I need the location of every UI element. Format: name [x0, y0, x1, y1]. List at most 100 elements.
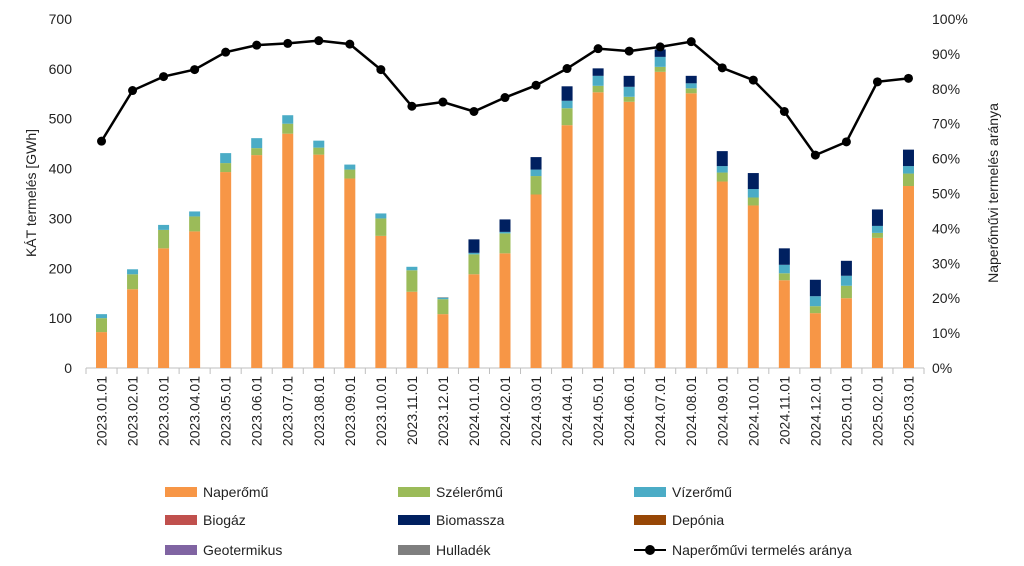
- y-tick-right: 40%: [932, 220, 960, 236]
- ratio-point: [841, 137, 851, 147]
- bar-segment: [530, 157, 542, 170]
- y-tick-left: 100: [49, 310, 73, 326]
- ratio-point: [717, 63, 727, 73]
- bar-segment: [468, 274, 480, 368]
- bar-segment: [251, 155, 263, 368]
- bar-segment: [871, 209, 883, 226]
- bar-segment: [530, 169, 542, 177]
- bar-segment: [592, 92, 604, 368]
- bar-segment: [437, 297, 449, 300]
- bar-segment: [96, 314, 108, 319]
- x-tick-label: 2023.10.01: [373, 376, 389, 446]
- bar-segment: [809, 313, 821, 368]
- bar-segment: [127, 289, 139, 368]
- ratio-point: [562, 64, 572, 74]
- legend: Naperőmű Szélerőmű Vízerőmű Biogáz Biomassza…: [0, 470, 1024, 566]
- x-tick-label: 2023.05.01: [218, 376, 234, 446]
- bar-segment: [499, 233, 511, 254]
- bar-segment: [220, 163, 232, 173]
- bar-segment: [96, 318, 108, 333]
- x-tick-label: 2025.01.01: [838, 376, 854, 446]
- bar-segment: [778, 280, 790, 368]
- bar-segment: [654, 66, 666, 72]
- y-axis-label-left: KÁT termelés [GWh]: [23, 129, 39, 257]
- bar-segment: [282, 123, 294, 134]
- x-tick-label: 2023.01.01: [94, 376, 110, 446]
- legend-swatch: [165, 487, 197, 497]
- bar-segment: [189, 216, 201, 232]
- bar-segment: [499, 253, 511, 368]
- legend-swatch: [634, 515, 666, 525]
- ratio-point: [593, 44, 603, 54]
- bar-segment: [561, 108, 573, 126]
- x-tick-label: 2024.01.01: [466, 376, 482, 446]
- ratio-point: [779, 106, 789, 116]
- bar-segment: [251, 148, 263, 156]
- bar-segment: [747, 173, 759, 190]
- ratio-point: [190, 65, 200, 75]
- ratio-point: [655, 42, 665, 52]
- y-tick-right: 10%: [932, 325, 960, 341]
- legend-swatch: [634, 487, 666, 497]
- bar-segment: [685, 88, 697, 94]
- ratio-point: [376, 65, 386, 75]
- ratio-point: [128, 86, 138, 96]
- bar-segment: [623, 96, 635, 102]
- bar-segment: [158, 229, 170, 249]
- y-tick-left: 400: [49, 161, 73, 177]
- bar-segment: [840, 275, 852, 286]
- legend-swatch: [165, 515, 197, 525]
- bar-segment: [716, 151, 728, 167]
- ratio-point: [438, 97, 448, 107]
- bar-segment: [375, 235, 387, 368]
- y-tick-left: 0: [64, 360, 72, 376]
- bar-segment: [127, 274, 139, 290]
- ratio-point: [624, 46, 634, 56]
- legend-label: Naperőművi termelés aránya: [672, 542, 852, 558]
- x-tick-label: 2024.11.01: [776, 376, 792, 445]
- ratio-point: [748, 75, 758, 85]
- bar-segment: [561, 100, 573, 109]
- bar-segment: [685, 93, 697, 368]
- bar-segment: [747, 197, 759, 206]
- legend-label: Hulladék: [436, 542, 491, 558]
- bar-segment: [375, 213, 387, 219]
- legend-item: Biomassza: [398, 512, 504, 528]
- x-tick-label: 2023.11.01: [404, 376, 420, 445]
- legend-item: Depónia: [634, 512, 724, 528]
- y-tick-left: 500: [49, 111, 73, 127]
- bar-segment: [437, 314, 449, 368]
- y-tick-right: 80%: [932, 81, 960, 97]
- y-tick-left: 300: [49, 210, 73, 226]
- y-axis-label-right: Naperőművi termelés aránya: [985, 103, 1001, 283]
- ratio-point: [252, 40, 262, 50]
- ratio-point: [903, 73, 913, 83]
- y-tick-right: 20%: [932, 290, 960, 306]
- ratio-point: [531, 80, 541, 90]
- bar-segment: [716, 166, 728, 173]
- legend-swatch: [398, 515, 430, 525]
- ratio-point: [314, 36, 324, 46]
- x-tick-label: 2024.12.01: [807, 376, 823, 446]
- x-tick-label: 2025.02.01: [869, 376, 885, 446]
- bar-segment: [871, 232, 883, 238]
- ratio-point: [500, 93, 510, 103]
- legend-item: Hulladék: [398, 542, 490, 558]
- legend-label: Biomassza: [436, 512, 505, 528]
- bar-segment: [468, 254, 480, 275]
- legend-label: Szélerőmű: [436, 484, 503, 500]
- bar-segment: [158, 248, 170, 368]
- bar-segment: [251, 138, 263, 149]
- bar-segment: [840, 260, 852, 276]
- x-tick-label: 2024.04.01: [559, 376, 575, 446]
- legend-item: Biogáz: [165, 512, 246, 528]
- bar-segment: [468, 252, 480, 255]
- bar-segment: [158, 224, 170, 230]
- ratio-point: [97, 136, 107, 146]
- bar-segment: [530, 176, 542, 195]
- ratio-point: [221, 47, 231, 57]
- bar-segment: [127, 269, 139, 275]
- y-tick-right: 30%: [932, 255, 960, 271]
- bar-segment: [654, 49, 666, 57]
